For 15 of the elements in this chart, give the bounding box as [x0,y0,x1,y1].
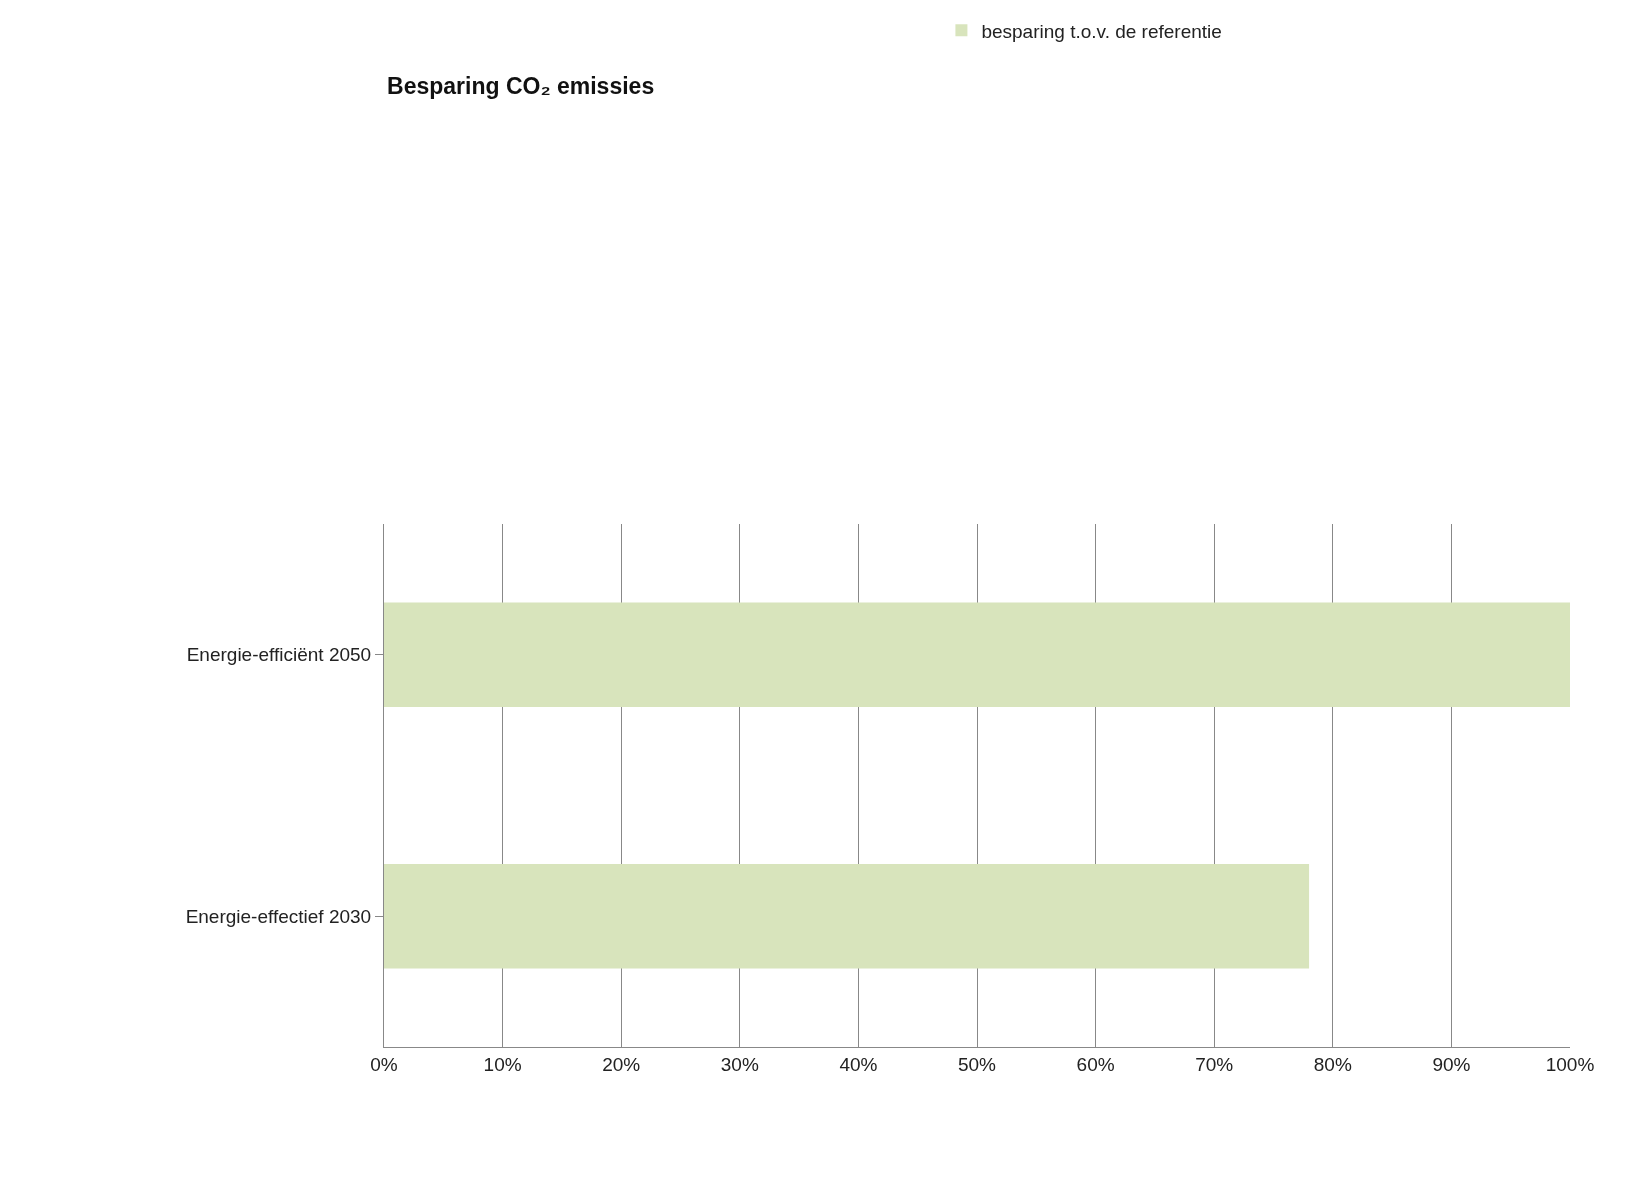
x-tick-label: 50% [957,1053,997,1075]
x-tick-label: 0% [370,1053,398,1075]
x-tick-label: 40% [839,1053,878,1075]
x-tick-label: 70% [1195,1053,1234,1075]
x-tick-label: 10% [483,1053,522,1075]
y-tick-label: Energie-effectief 2030 [185,905,372,927]
legend-label: besparing t.o.v. de referentie [981,20,1222,42]
chart-title: Besparing CO₂ emissies [387,72,655,99]
x-tick-label: 60% [1076,1053,1115,1075]
x-tick-label: 80% [1313,1053,1352,1075]
y-tick-label: Energie-efficiënt 2050 [186,644,372,666]
x-tick-label: 20% [602,1053,641,1075]
x-tick-label: 30% [720,1053,759,1075]
x-tick-label: 100% [1545,1053,1595,1075]
x-tick-label: 90% [1432,1053,1471,1075]
